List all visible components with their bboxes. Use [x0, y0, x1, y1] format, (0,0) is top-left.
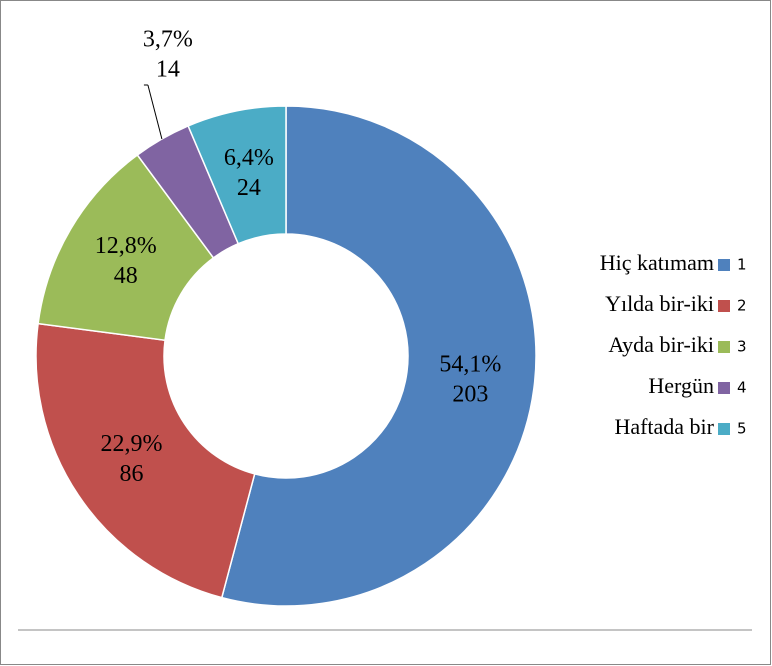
legend-label: 2 [737, 297, 747, 315]
legend-label: 5 [737, 420, 747, 438]
legend-label: 4 [737, 379, 747, 397]
legend-label: 3 [737, 338, 747, 356]
donut-slice [187, 105, 287, 245]
data-label-percent: 54,1% [439, 352, 501, 378]
data-label-value: 203 [452, 382, 488, 408]
data-label-value: 24 [237, 175, 261, 201]
data-label-percent: 12,8% [95, 233, 157, 259]
data-label-percent: 6,4% [224, 145, 274, 171]
donut-slice [35, 322, 256, 599]
data-label-value: 14 [156, 57, 180, 83]
legend-label: 1 [737, 256, 747, 274]
legend-category: Yılda bir-iki [605, 291, 714, 316]
legend-swatch [718, 382, 730, 394]
data-label-percent: 22,9% [101, 431, 163, 457]
legend-category: Hiç katımam [600, 250, 714, 275]
donut-slice [37, 153, 215, 342]
legend-category: Hergün [648, 373, 714, 398]
legend-swatch [718, 423, 730, 435]
data-label-value: 86 [120, 461, 144, 487]
data-label-value: 48 [114, 263, 138, 289]
legend-swatch [718, 341, 730, 353]
legend-category: Ayda bir-iki [608, 332, 714, 357]
legend-swatch [718, 259, 730, 271]
data-label-percent: 3,7% [143, 27, 193, 53]
leader-line [147, 84, 163, 140]
legend-category: Haftada bir [614, 414, 714, 439]
donut-slice [220, 105, 537, 607]
legend-swatch [718, 300, 730, 312]
